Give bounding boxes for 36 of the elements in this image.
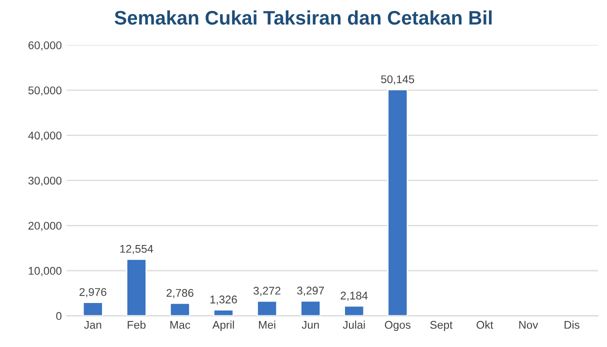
- y-tick-label: 60,000: [28, 41, 62, 51]
- bar: [126, 258, 147, 316]
- y-tick-label: 20,000: [28, 222, 62, 231]
- y-tick-label: 40,000: [28, 132, 62, 141]
- x-tick-label: Dis: [564, 320, 580, 329]
- y-tick-label: 10,000: [28, 266, 62, 276]
- bar: [213, 309, 234, 316]
- x-tick-label: Ogos: [384, 320, 411, 331]
- y-tick-label: 30,000: [28, 176, 62, 186]
- bar: [256, 300, 278, 316]
- data-label: 2,786: [166, 288, 194, 298]
- data-label: 12,554: [120, 244, 154, 254]
- x-tick-label: Nov: [519, 321, 538, 329]
- x-tick-label: Okt: [476, 320, 494, 329]
- data-label: 2,184: [340, 292, 368, 301]
- data-label: 2,976: [80, 288, 106, 298]
- bar: [82, 302, 104, 316]
- x-tick-label: Julai: [342, 320, 365, 329]
- x-tick-label: Sept: [430, 320, 453, 331]
- x-tick-label: Feb: [128, 320, 146, 329]
- bar: [387, 88, 408, 316]
- x-tick-label: Jun: [302, 321, 319, 329]
- chart-title: Semakan Cukai Taksiran dan Cetakan Bil: [114, 10, 492, 25]
- data-label: 50,145: [381, 75, 414, 85]
- x-tick-label: Mac: [170, 321, 190, 329]
- x-tick-label: Mei: [258, 320, 276, 329]
- y-tick-label: 50,000: [28, 86, 62, 96]
- x-tick-label: April: [212, 320, 234, 331]
- y-tick-label: 0: [56, 312, 62, 320]
- bar: [344, 305, 365, 316]
- data-label: 1,326: [210, 296, 237, 305]
- bar: [169, 302, 190, 316]
- bar: [300, 300, 322, 316]
- x-tick-label: Jan: [84, 321, 102, 329]
- data-label: 3,297: [297, 286, 324, 296]
- data-label: 3,272: [254, 286, 280, 296]
